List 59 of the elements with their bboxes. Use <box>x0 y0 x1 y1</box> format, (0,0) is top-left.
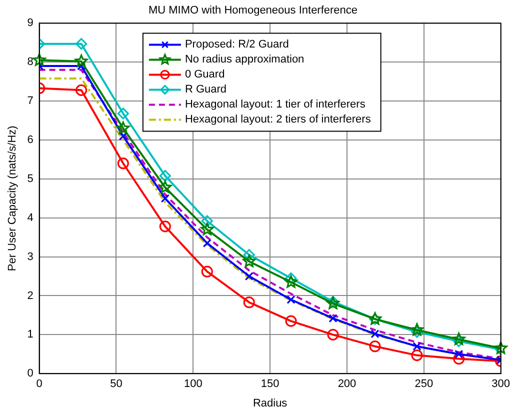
point <box>285 315 297 327</box>
point <box>200 222 214 236</box>
y-tick-label: 6 <box>27 134 34 146</box>
point <box>202 238 212 248</box>
y-tick-label: 2 <box>27 290 34 302</box>
legend-label: Proposed: R/2 Guard <box>184 38 289 51</box>
point <box>201 266 213 278</box>
y-tick-label: 9 <box>27 17 34 30</box>
legend-label: R Guard <box>184 84 227 96</box>
y-axis-title: Per User Capacity (nats/s/Hz) <box>6 126 19 272</box>
point <box>286 295 296 304</box>
point <box>32 53 46 66</box>
point <box>74 54 88 68</box>
point <box>201 215 213 227</box>
x-tick-label: 250 <box>414 378 434 390</box>
x-tick-label: 300 <box>492 378 510 390</box>
point <box>411 350 423 362</box>
x-tick-label: 100 <box>184 378 202 390</box>
point <box>116 122 130 134</box>
y-tick-label: 8 <box>27 56 34 68</box>
point <box>494 341 508 354</box>
legend-label: 0 Guard <box>184 68 225 81</box>
y-tick-label: 1 <box>27 328 34 341</box>
point <box>117 108 129 120</box>
y-tick-label: 7 <box>27 95 34 108</box>
y-tick-label: 4 <box>27 212 34 224</box>
point <box>158 180 172 194</box>
point <box>76 38 88 50</box>
legend-label: No radius approximation <box>184 54 304 66</box>
point <box>452 332 466 345</box>
point <box>370 330 380 338</box>
point <box>369 340 381 352</box>
point <box>454 350 464 358</box>
point <box>244 272 254 281</box>
y-tick-label: 5 <box>27 172 34 185</box>
point <box>242 254 256 268</box>
x-tick-label: 200 <box>338 378 356 390</box>
x-axis-title: Radius <box>252 397 288 410</box>
point <box>160 194 170 203</box>
x-tick-label: 150 <box>260 378 280 390</box>
point <box>412 342 422 351</box>
x-tick-label: 50 <box>110 378 122 390</box>
point <box>76 62 86 70</box>
point <box>159 220 171 232</box>
point <box>328 314 338 323</box>
chart-title: MU MIMO with Homogeneous Interference <box>148 4 358 17</box>
point <box>410 323 424 336</box>
y-tick-label: 3 <box>27 250 34 263</box>
x-tick-label: 0 <box>36 378 42 390</box>
point <box>117 158 129 170</box>
point <box>453 353 465 365</box>
legend-label: Hexagonal layout: 1 tier of interferers <box>184 98 366 111</box>
legend-label: Hexagonal layout: 2 tiers of interferers <box>184 114 372 126</box>
y-tick-label: 0 <box>27 368 34 380</box>
point <box>243 296 255 308</box>
point <box>159 170 171 182</box>
point <box>284 275 298 288</box>
point <box>76 84 88 96</box>
point <box>327 328 339 340</box>
